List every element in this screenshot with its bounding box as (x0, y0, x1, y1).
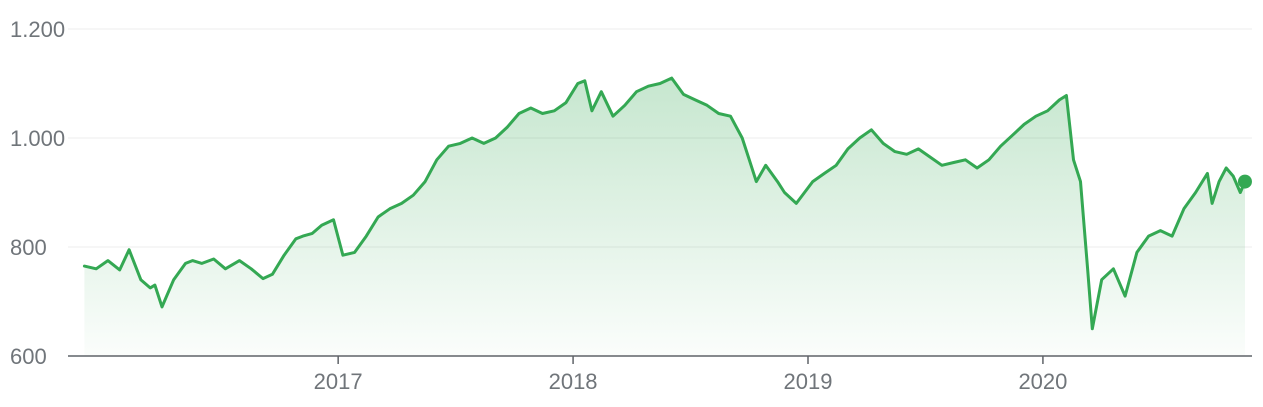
y-tick-label: 1.000 (10, 126, 65, 151)
y-tick-label: 600 (10, 344, 47, 369)
x-tick-label: 2020 (1018, 369, 1067, 394)
area-layer (84, 78, 1245, 356)
y-tick-label: 1.200 (10, 17, 65, 42)
line-layer (82, 76, 1252, 331)
x-tick-label: 2018 (549, 369, 598, 394)
y-tick-label: 800 (10, 235, 47, 260)
series-line (82, 76, 1247, 331)
last-value-point[interactable] (1237, 174, 1252, 189)
axis-layer (68, 355, 1252, 364)
label-layer: 1.200 1.000 800 600 2017 2018 2019 2020 (10, 17, 1067, 394)
x-tick-label: 2019 (784, 369, 833, 394)
series-area (84, 78, 1245, 356)
x-tick-label: 2017 (314, 369, 363, 394)
